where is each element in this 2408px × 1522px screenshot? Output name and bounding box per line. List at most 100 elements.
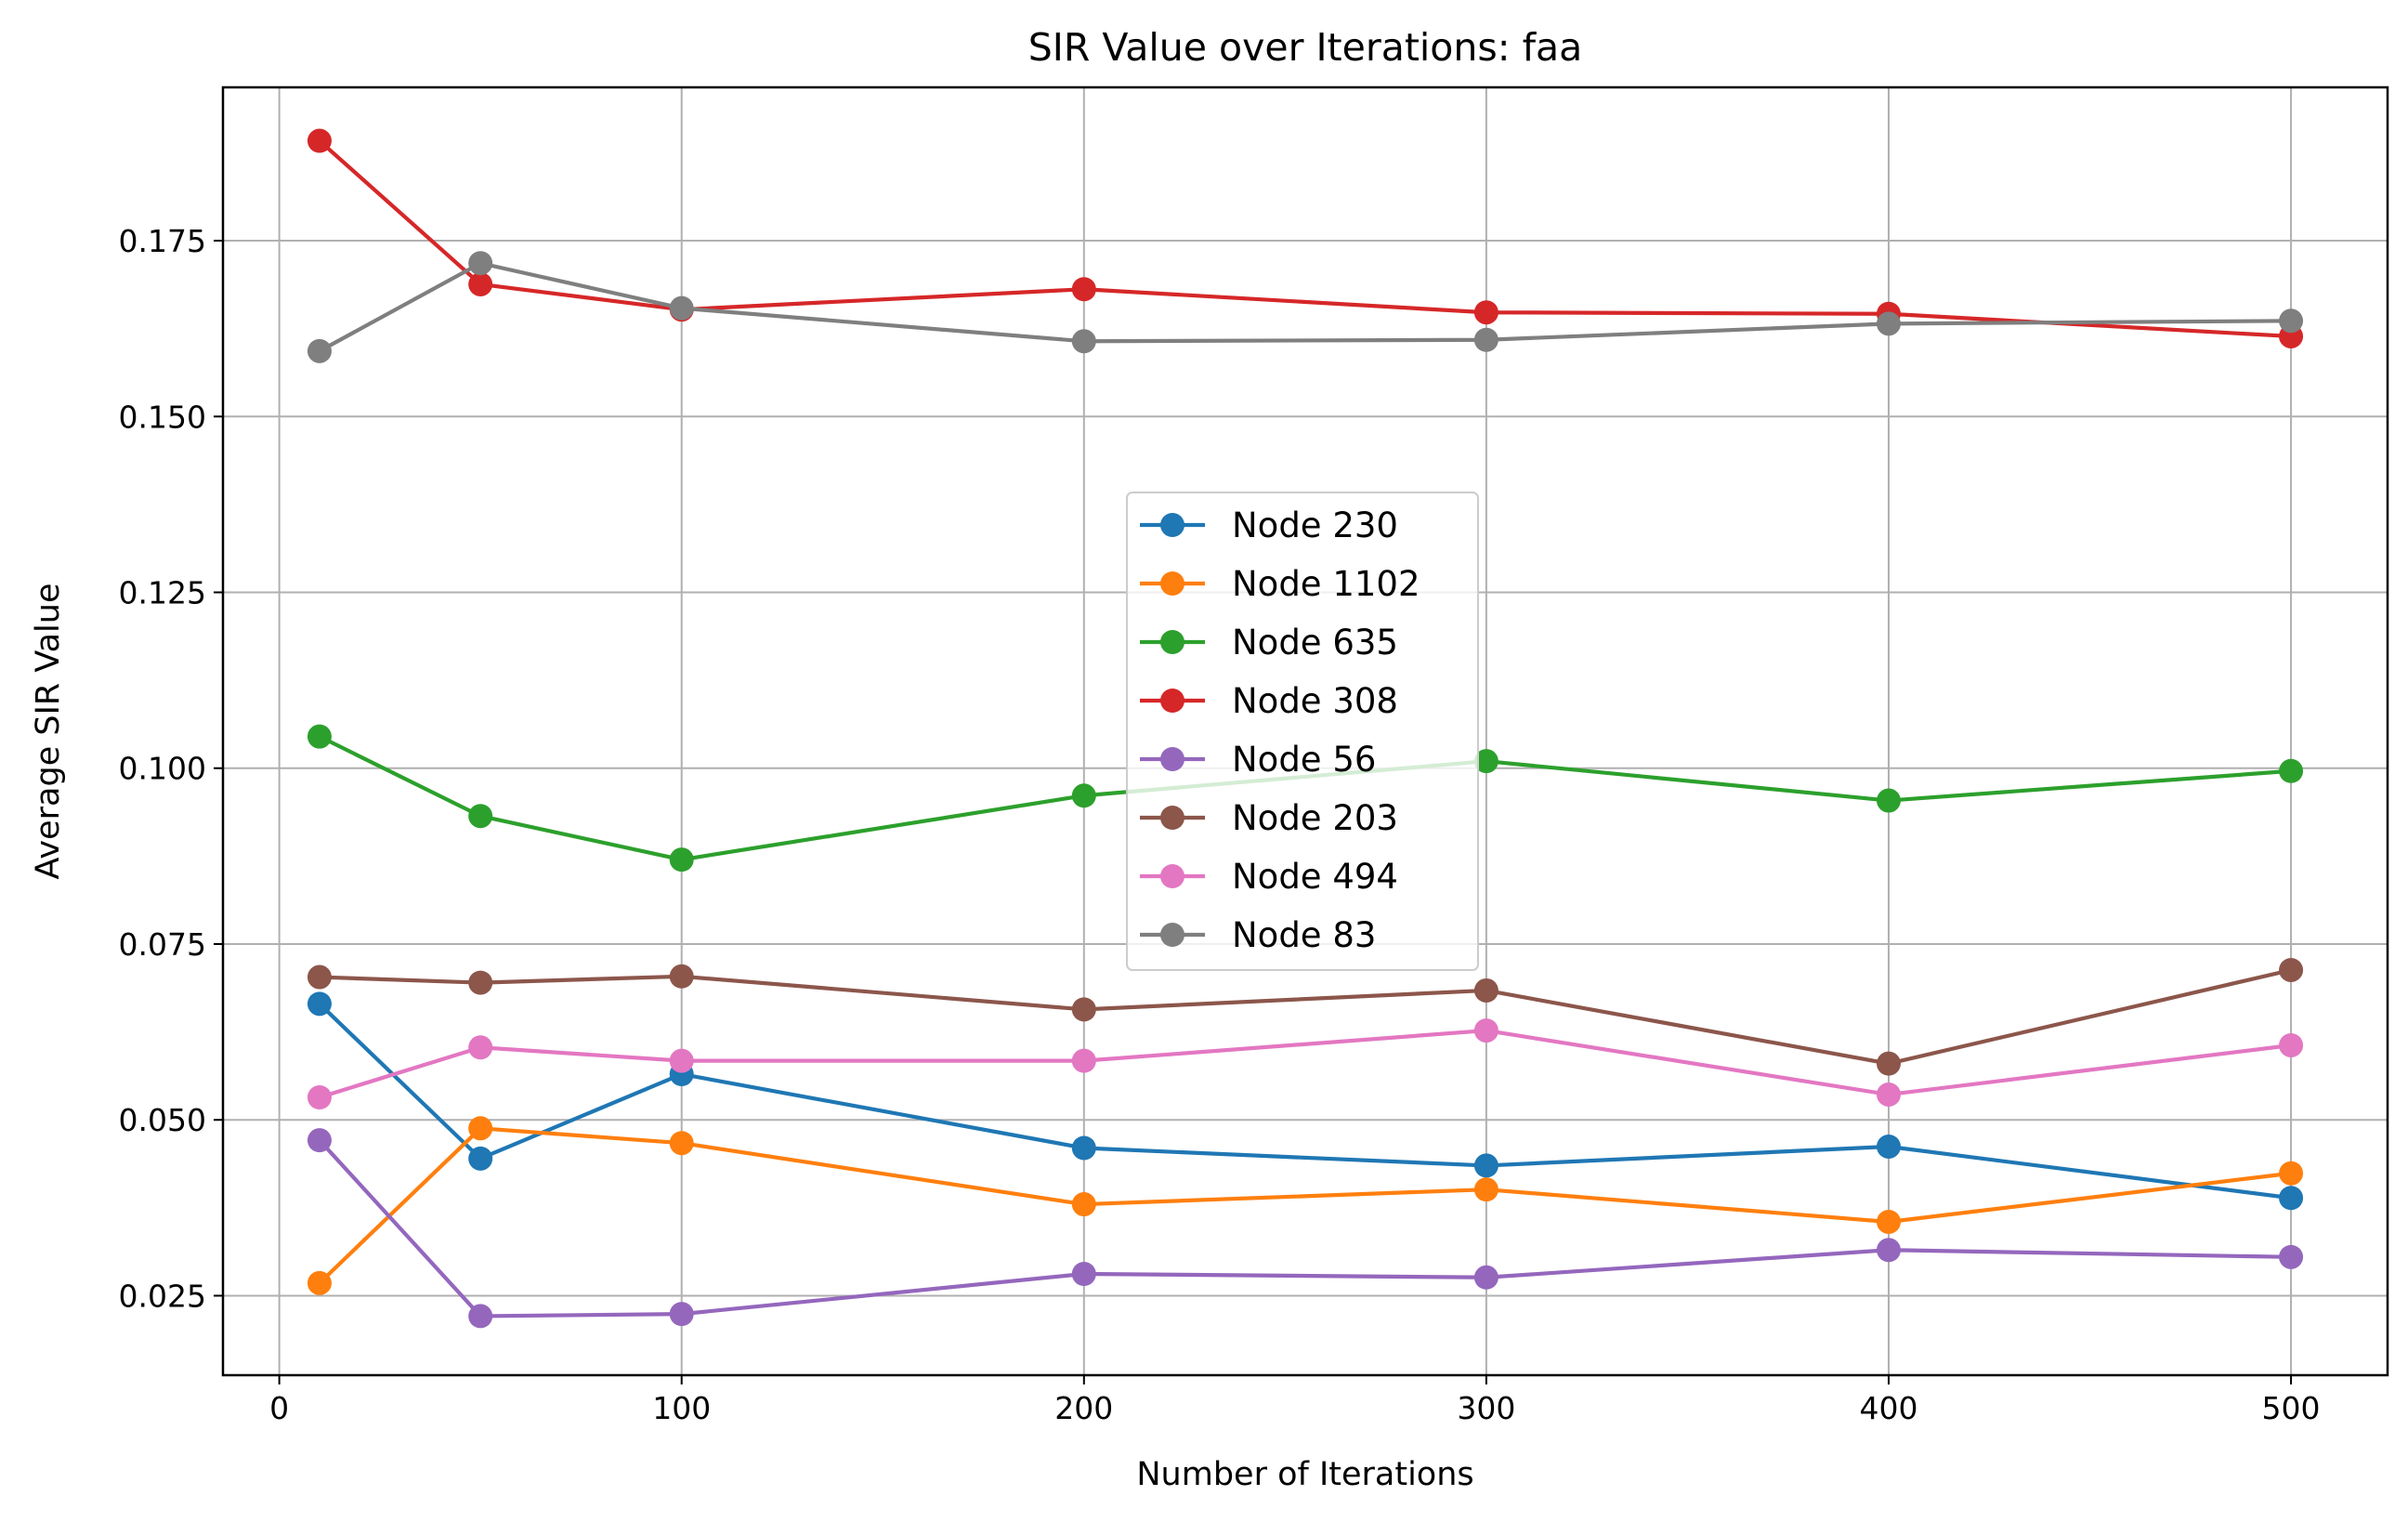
data-point [1071, 1261, 1096, 1286]
data-point [307, 338, 332, 363]
legend-marker [1160, 923, 1184, 947]
data-point [1071, 277, 1096, 302]
data-point [1473, 327, 1498, 352]
data-point [1473, 1177, 1498, 1202]
data-point [1071, 1048, 1096, 1073]
legend-marker [1160, 630, 1184, 654]
x-tick-label: 400 [1859, 1390, 1917, 1426]
series-node-56 [307, 1128, 2304, 1329]
data-point [468, 1116, 493, 1141]
data-point [669, 964, 694, 989]
legend-marker [1160, 513, 1184, 537]
x-tick-label: 0 [269, 1390, 289, 1426]
legend-label: Node 203 [1232, 798, 1398, 838]
data-point [669, 847, 694, 873]
legend-label: Node 635 [1232, 623, 1398, 663]
data-point [1071, 997, 1096, 1022]
data-point [307, 128, 332, 153]
data-point [307, 964, 332, 990]
data-point [1473, 300, 1498, 325]
legend-marker [1160, 806, 1184, 830]
series-node-83 [307, 251, 2304, 363]
data-point [2279, 1161, 2304, 1186]
x-axis-title: Number of Iterations [1136, 1456, 1473, 1493]
x-tick-label: 100 [652, 1390, 711, 1426]
data-point [468, 970, 493, 995]
data-point [307, 724, 332, 749]
y-tick-label: 0.175 [119, 223, 206, 259]
data-point [2279, 1186, 2304, 1211]
data-point [1473, 1018, 1498, 1043]
legend-item: Node 635 [1140, 623, 1398, 663]
data-point [307, 1270, 332, 1295]
data-point [307, 991, 332, 1017]
legend-marker [1160, 747, 1184, 771]
y-tick-label: 0.050 [119, 1102, 206, 1138]
legend-item: Node 83 [1140, 915, 1376, 955]
legend-label: Node 83 [1232, 915, 1376, 955]
series-node-494 [307, 1018, 2304, 1109]
series-node-635 [307, 724, 2304, 873]
data-point [468, 804, 493, 829]
legend-label: Node 230 [1232, 505, 1398, 545]
data-point [1876, 1134, 1901, 1159]
plot-frame [221, 85, 2389, 1377]
data-point [1473, 977, 1498, 1003]
data-point [468, 1035, 493, 1060]
data-point [2279, 957, 2304, 982]
x-tick-label: 500 [2262, 1390, 2321, 1426]
legend-item: Node 1102 [1140, 564, 1420, 604]
data-point [1071, 1192, 1096, 1217]
data-point [2279, 308, 2304, 334]
legend-item: Node 203 [1140, 798, 1398, 838]
x-axis: 0 100 200 300 400 500 [269, 1375, 2321, 1426]
data-point [669, 1131, 694, 1156]
data-point [307, 1084, 332, 1109]
series-node-230 [307, 991, 2304, 1211]
data-point [1876, 1082, 1901, 1107]
y-tick-label: 0.125 [119, 574, 206, 610]
legend-label: Node 56 [1232, 740, 1376, 780]
data-point [1473, 749, 1498, 774]
data-point [2279, 1032, 2304, 1057]
legend-marker [1160, 571, 1184, 596]
data-point [2279, 1244, 2304, 1269]
legend-item: Node 230 [1140, 505, 1398, 545]
data-point [1876, 788, 1901, 813]
y-axis-title: Average SIR Value [30, 584, 67, 880]
data-point [1876, 1051, 1901, 1076]
y-tick-label: 0.025 [119, 1278, 206, 1314]
data-point [669, 1302, 694, 1327]
data-point [1071, 329, 1096, 354]
legend-item: Node 494 [1140, 857, 1398, 897]
data-point [1473, 1265, 1498, 1290]
y-tick-label: 0.150 [119, 399, 206, 435]
data-point [2279, 758, 2304, 783]
legend: Node 230 Node 1102 Node 635 Node 308 Node 56… [1126, 492, 1479, 971]
data-point [307, 1128, 332, 1153]
data-point [1071, 783, 1096, 808]
legend-label: Node 494 [1232, 857, 1398, 897]
legend-item: Node 56 [1140, 740, 1376, 780]
legend-marker [1160, 864, 1184, 888]
data-point [669, 1048, 694, 1073]
legend-label: Node 1102 [1232, 564, 1420, 604]
data-point [669, 295, 694, 321]
data-point [468, 1146, 493, 1171]
data-point [1876, 1209, 1901, 1234]
legend-marker [1160, 689, 1184, 713]
data-point [468, 271, 493, 296]
data-point [468, 1304, 493, 1329]
legend-box [1126, 492, 1479, 971]
series-layer [307, 128, 2304, 1329]
data-point [468, 251, 493, 276]
y-tick-label: 0.100 [119, 751, 206, 787]
data-point [1876, 311, 1901, 336]
data-point [1071, 1135, 1096, 1161]
chart-title: SIR Value over Iterations: faa [1028, 25, 1583, 70]
legend-label: Node 308 [1232, 681, 1398, 721]
y-axis: 0.025 0.050 0.075 0.100 0.125 0.150 0.175 [119, 223, 223, 1314]
data-point [1473, 1153, 1498, 1178]
y-tick-label: 0.075 [119, 926, 206, 963]
